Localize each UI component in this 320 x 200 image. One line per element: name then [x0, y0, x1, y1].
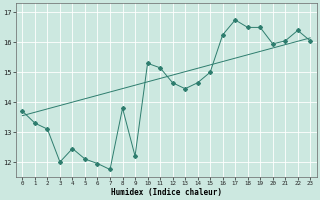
X-axis label: Humidex (Indice chaleur): Humidex (Indice chaleur) [111, 188, 222, 197]
